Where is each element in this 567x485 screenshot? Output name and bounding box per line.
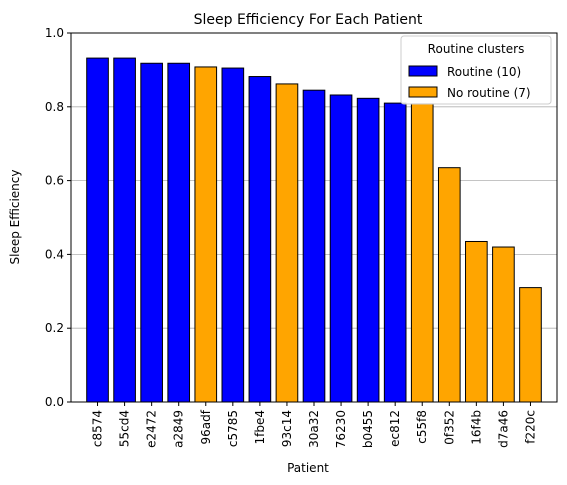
x-tick-label: 0f352 [442,410,456,445]
x-tick-label: 55cd4 [118,410,132,447]
bar-a2849 [167,62,191,403]
x-tick-label: 93c14 [280,410,294,447]
y-tick-label: 0.8 [45,100,64,114]
legend-label-routine: Routine (10) [447,65,521,79]
bar-55cd4 [113,57,136,403]
bar-e2472 [140,62,163,403]
bar-76230 [329,94,353,403]
x-tick-label: d7a46 [496,410,510,448]
x-tick-label: ec812 [388,410,402,447]
x-tick-label: a2849 [172,410,186,448]
y-tick-label: 0.2 [45,321,64,335]
bars [86,57,542,403]
x-tick-label: f220c [523,410,537,444]
y-tick-label: 0.6 [45,174,64,188]
bar-c8574 [86,57,109,403]
x-axis-label: Patient [287,461,329,475]
legend: Routine clusters Routine (10) No routine… [400,35,552,105]
legend-swatch-routine [408,65,438,77]
chart-title: Sleep Efficiency For Each Patient [194,12,423,28]
x-tick-label: 96adf [199,409,213,444]
x-tick-label: 1fbe4 [253,410,267,445]
x-tick-label: c5785 [226,410,240,447]
x-axis: c8574 55cd4 e2472 a2849 96adf c5785 1fbe4 93c14… [91,402,537,448]
bar-96adf [194,66,218,403]
x-tick-label: c55f8 [415,410,429,444]
y-tick-label: 1.0 [45,26,64,40]
bar-1fbe4 [248,76,272,403]
bar-30a32 [302,89,326,403]
bar-ec812 [383,102,407,403]
legend-title: Routine clusters [428,42,525,56]
bar-16f4b [465,240,488,403]
x-tick-label: c8574 [91,410,105,447]
bar-b0455 [356,97,380,403]
bar-f220c [519,287,542,403]
bar-c5785 [221,67,245,403]
bar-0f352 [437,167,461,403]
x-tick-label: 30a32 [307,410,321,448]
y-axis: 0.0 0.2 0.4 0.6 0.8 1.0 [45,26,71,409]
y-tick-label: 0.0 [45,395,64,409]
x-tick-label: 16f4b [469,410,483,445]
bar-d7a46 [492,246,515,403]
bar-93c14 [275,83,299,403]
legend-swatch-no-routine [408,86,438,98]
legend-label-no-routine: No routine (7) [447,86,531,100]
bar-c55f8 [410,103,434,403]
legend-frame [400,35,552,105]
y-tick-label: 0.4 [45,247,64,261]
x-tick-label: 76230 [334,410,348,448]
x-tick-label: e2472 [145,410,159,448]
y-axis-label: Sleep Efficiency [8,170,22,265]
x-tick-label: b0455 [361,410,375,448]
